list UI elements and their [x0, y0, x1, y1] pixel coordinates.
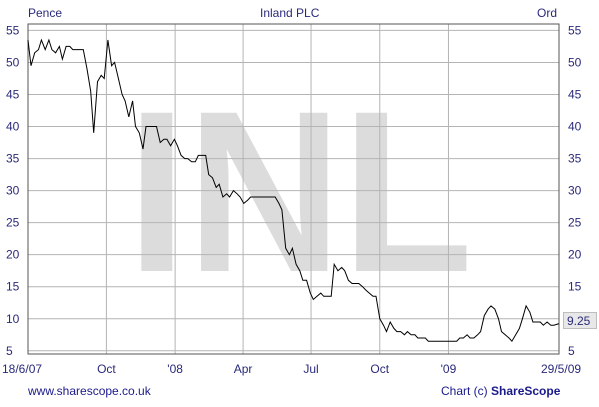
- y-tick-label: 10: [6, 312, 20, 326]
- x-tick-label: 29/5/09: [541, 362, 582, 376]
- credit-prefix: Chart (c): [441, 384, 492, 398]
- y-tick-label: 20: [568, 248, 582, 262]
- chart-title: Inland PLC: [260, 6, 320, 20]
- chart-credit: Chart (c) ShareScope: [441, 384, 560, 398]
- y-axis-left: 5 10 15 20 25 30 35 40 45 50 55: [6, 23, 20, 357]
- credit-brand: ShareScope: [491, 384, 561, 398]
- y-tick-label: 30: [568, 184, 582, 198]
- y-tick-label: 25: [568, 216, 582, 230]
- y-tick-label: 15: [568, 280, 582, 294]
- y-tick-label: 55: [568, 23, 582, 37]
- y-tick-label: 20: [6, 248, 20, 262]
- x-tick-label: 18/6/07: [2, 362, 43, 376]
- grid-lines: [28, 24, 559, 354]
- x-tick-label: Apr: [233, 362, 253, 376]
- plot-frame: [27, 23, 560, 355]
- y-tick-label: 45: [568, 87, 582, 101]
- last-price-value: 9.25: [567, 314, 591, 328]
- x-tick-label: Oct: [97, 362, 116, 376]
- price-line: [27, 38, 560, 343]
- y-tick-label: 30: [6, 184, 20, 198]
- x-tick-label: Jul: [303, 362, 319, 376]
- y-tick-label: 15: [6, 280, 20, 294]
- y-tick-label: 55: [6, 23, 20, 37]
- y-tick-label: 45: [6, 87, 20, 101]
- y-tick-label: 40: [6, 120, 20, 134]
- x-tick-label: '08: [167, 362, 183, 376]
- y-axis-unit-label: Pence: [28, 6, 63, 20]
- x-tick-label: '09: [440, 362, 457, 376]
- x-tick-label: Oct: [370, 362, 390, 376]
- ticker-watermark: INL: [127, 63, 473, 320]
- y-tick-label: 35: [6, 152, 20, 166]
- y-tick-label: 35: [568, 152, 582, 166]
- y-tick-label: 5: [6, 344, 13, 358]
- y-tick-label: 5: [568, 344, 575, 358]
- last-price-badge: 9.25: [563, 312, 597, 329]
- sharescope-link[interactable]: www.sharescope.co.uk: [28, 384, 151, 398]
- y-tick-label: 25: [6, 216, 20, 230]
- y-tick-label: 50: [6, 55, 20, 69]
- share-class-label: Ord: [537, 6, 558, 20]
- y-tick-label: 40: [568, 120, 582, 134]
- y-tick-label: 50: [568, 55, 582, 69]
